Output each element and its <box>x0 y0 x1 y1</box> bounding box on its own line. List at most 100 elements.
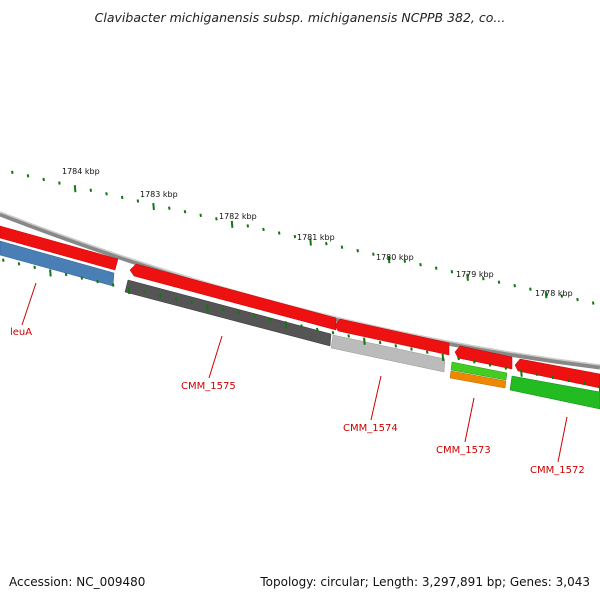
outer-minor-tick <box>591 301 595 305</box>
gene-label-CMM_1573[interactable]: CMM_1573 <box>436 445 491 456</box>
kbp-label-1782: 1782 kbp <box>219 212 257 221</box>
inner-minor-tick <box>331 331 335 335</box>
gene-CMM_1575-feature[interactable] <box>124 279 332 347</box>
outer-minor-tick <box>199 213 202 217</box>
forward-gene-5 <box>514 358 600 389</box>
outer-major-tick <box>230 220 234 228</box>
outer-minor-tick <box>262 227 265 232</box>
inner-major-tick <box>363 337 366 345</box>
inner-major-tick <box>441 353 445 362</box>
outer-minor-tick <box>372 252 375 256</box>
outer-major-tick <box>73 185 77 193</box>
gene-label-CMM_1574[interactable]: CMM_1574 <box>343 423 398 434</box>
outer-minor-tick <box>325 241 328 246</box>
topology-summary: Topology: circular; Length: 3,297,891 bp… <box>260 575 590 589</box>
outer-major-tick <box>152 202 155 211</box>
inner-minor-tick <box>488 363 492 367</box>
forward-gene-4 <box>454 345 513 370</box>
inner-minor-tick <box>96 279 99 284</box>
outer-minor-tick <box>26 174 30 178</box>
outer-minor-tick <box>136 199 140 203</box>
gene-labels: leuA CMM_1575 CMM_1574 CMM_1573 CMM_1572 <box>10 282 585 476</box>
inner-minor-tick <box>190 300 193 305</box>
inner-minor-tick <box>316 327 319 332</box>
outer-minor-tick <box>450 270 454 274</box>
inner-minor-tick <box>410 347 413 351</box>
inner-minor-tick <box>159 293 162 298</box>
gene-CMM_1572-feature[interactable] <box>509 375 600 410</box>
inner-minor-tick <box>347 334 350 338</box>
forward-gene-2 <box>129 263 337 331</box>
outer-minor-tick <box>560 294 564 298</box>
ruler-labels: 1784 kbp 1783 kbp 1782 kbp 1781 kbp 1780… <box>62 167 573 298</box>
inner-minor-tick <box>300 324 303 328</box>
kbp-label-1780: 1780 kbp <box>376 253 414 262</box>
accession-text: Accession: NC_009480 <box>9 575 146 589</box>
inner-minor-tick <box>582 381 586 386</box>
inner-minor-tick <box>378 340 382 345</box>
inner-minor-tick <box>111 283 115 287</box>
outer-minor-tick <box>513 283 516 288</box>
inner-minor-tick <box>567 378 570 383</box>
gene-label-CMM_1575[interactable]: CMM_1575 <box>181 381 236 392</box>
inner-minor-tick <box>64 272 68 277</box>
outer-minor-tick <box>356 248 359 253</box>
inner-minor-tick <box>143 290 146 294</box>
outer-major-tick <box>544 291 548 299</box>
inner-minor-tick <box>394 344 398 348</box>
outer-minor-tick <box>42 177 45 182</box>
inner-minor-tick <box>17 262 21 266</box>
inner-minor-tick <box>33 265 36 270</box>
kbp-label-1778: 1778 kbp <box>535 289 573 298</box>
kbp-label-1783: 1783 kbp <box>140 190 178 199</box>
inner-minor-tick <box>535 372 539 377</box>
outer-minor-tick <box>246 224 250 228</box>
inner-minor-tick <box>174 297 178 301</box>
kbp-label-1784: 1784 kbp <box>62 167 100 176</box>
ruler-ticks <box>2 170 600 393</box>
gene-CMM_1573-green-feature[interactable] <box>450 361 508 381</box>
inner-minor-tick <box>425 350 429 354</box>
outer-minor-tick <box>576 297 579 302</box>
gene-CMM_1573-feature[interactable] <box>449 370 507 389</box>
inner-minor-tick <box>457 356 460 361</box>
outer-minor-tick <box>434 266 438 270</box>
inner-minor-tick <box>80 276 84 280</box>
inner-major-tick <box>284 321 288 329</box>
outer-minor-tick <box>497 280 501 284</box>
outer-minor-tick <box>105 192 108 196</box>
inner-major-tick <box>520 369 523 377</box>
outer-minor-tick <box>168 206 171 210</box>
outer-major-tick <box>309 238 312 246</box>
outer-major-tick <box>387 256 391 264</box>
outer-minor-tick <box>58 181 61 185</box>
outer-minor-tick <box>403 259 407 263</box>
inner-minor-tick <box>253 314 256 318</box>
inner-minor-tick <box>551 375 555 380</box>
outer-minor-tick <box>120 195 124 200</box>
inner-minor-tick <box>2 258 5 262</box>
outer-minor-tick <box>183 210 187 214</box>
inner-minor-tick <box>221 307 225 311</box>
kbp-label-1779: 1779 kbp <box>456 270 494 279</box>
inner-minor-tick <box>268 317 272 322</box>
inner-minor-tick <box>473 360 476 364</box>
outer-minor-tick <box>529 287 532 291</box>
map-title: Clavibacter michiganensis subsp. michiga… <box>94 10 506 25</box>
inner-minor-tick <box>237 310 241 315</box>
inner-major-tick <box>127 286 131 295</box>
forward-gene-1 <box>0 225 119 271</box>
outer-minor-tick <box>89 188 93 192</box>
outer-minor-tick <box>482 277 485 281</box>
outer-minor-tick <box>11 170 14 174</box>
outer-minor-tick <box>340 245 344 249</box>
outer-major-tick <box>466 273 469 281</box>
outer-minor-tick <box>293 234 297 239</box>
gene-label-leuA[interactable]: leuA <box>10 327 32 338</box>
inner-minor-tick <box>504 366 507 370</box>
kbp-label-1781: 1781 kbp <box>297 233 335 242</box>
gene-label-CMM_1572[interactable]: CMM_1572 <box>530 465 585 476</box>
inner-major-tick <box>49 269 52 277</box>
gene-CMM_1574-feature[interactable] <box>330 334 446 373</box>
